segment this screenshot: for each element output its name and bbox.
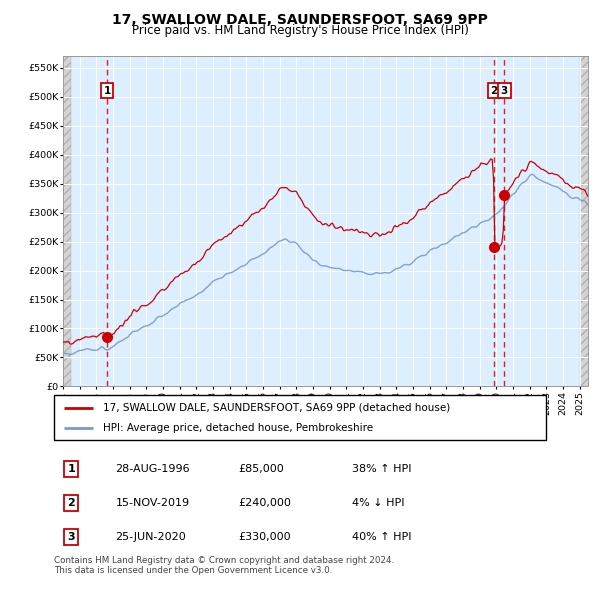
Text: 38% ↑ HPI: 38% ↑ HPI	[352, 464, 411, 474]
Text: 3: 3	[501, 86, 508, 96]
Text: £330,000: £330,000	[239, 532, 291, 542]
Text: 15-NOV-2019: 15-NOV-2019	[115, 498, 190, 508]
Text: HPI: Average price, detached house, Pembrokeshire: HPI: Average price, detached house, Pemb…	[103, 424, 373, 434]
Text: £240,000: £240,000	[239, 498, 292, 508]
Text: 2: 2	[67, 498, 75, 508]
Text: 2: 2	[491, 86, 498, 96]
Text: 25-JUN-2020: 25-JUN-2020	[115, 532, 186, 542]
Text: 17, SWALLOW DALE, SAUNDERSFOOT, SA69 9PP: 17, SWALLOW DALE, SAUNDERSFOOT, SA69 9PP	[112, 13, 488, 27]
Text: 28-AUG-1996: 28-AUG-1996	[115, 464, 190, 474]
Text: 3: 3	[67, 532, 75, 542]
Bar	[63, 50, 71, 386]
Text: 40% ↑ HPI: 40% ↑ HPI	[352, 532, 411, 542]
Text: This data is licensed under the Open Government Licence v3.0.: This data is licensed under the Open Gov…	[54, 566, 332, 575]
Text: £85,000: £85,000	[239, 464, 284, 474]
Bar	[580, 50, 600, 386]
Text: Price paid vs. HM Land Registry's House Price Index (HPI): Price paid vs. HM Land Registry's House …	[131, 24, 469, 37]
Text: Contains HM Land Registry data © Crown copyright and database right 2024.: Contains HM Land Registry data © Crown c…	[54, 556, 394, 565]
Text: 1: 1	[67, 464, 75, 474]
Text: 4% ↓ HPI: 4% ↓ HPI	[352, 498, 404, 508]
FancyBboxPatch shape	[54, 395, 546, 440]
Text: 1: 1	[104, 86, 111, 96]
Text: 17, SWALLOW DALE, SAUNDERSFOOT, SA69 9PP (detached house): 17, SWALLOW DALE, SAUNDERSFOOT, SA69 9PP…	[103, 403, 451, 412]
